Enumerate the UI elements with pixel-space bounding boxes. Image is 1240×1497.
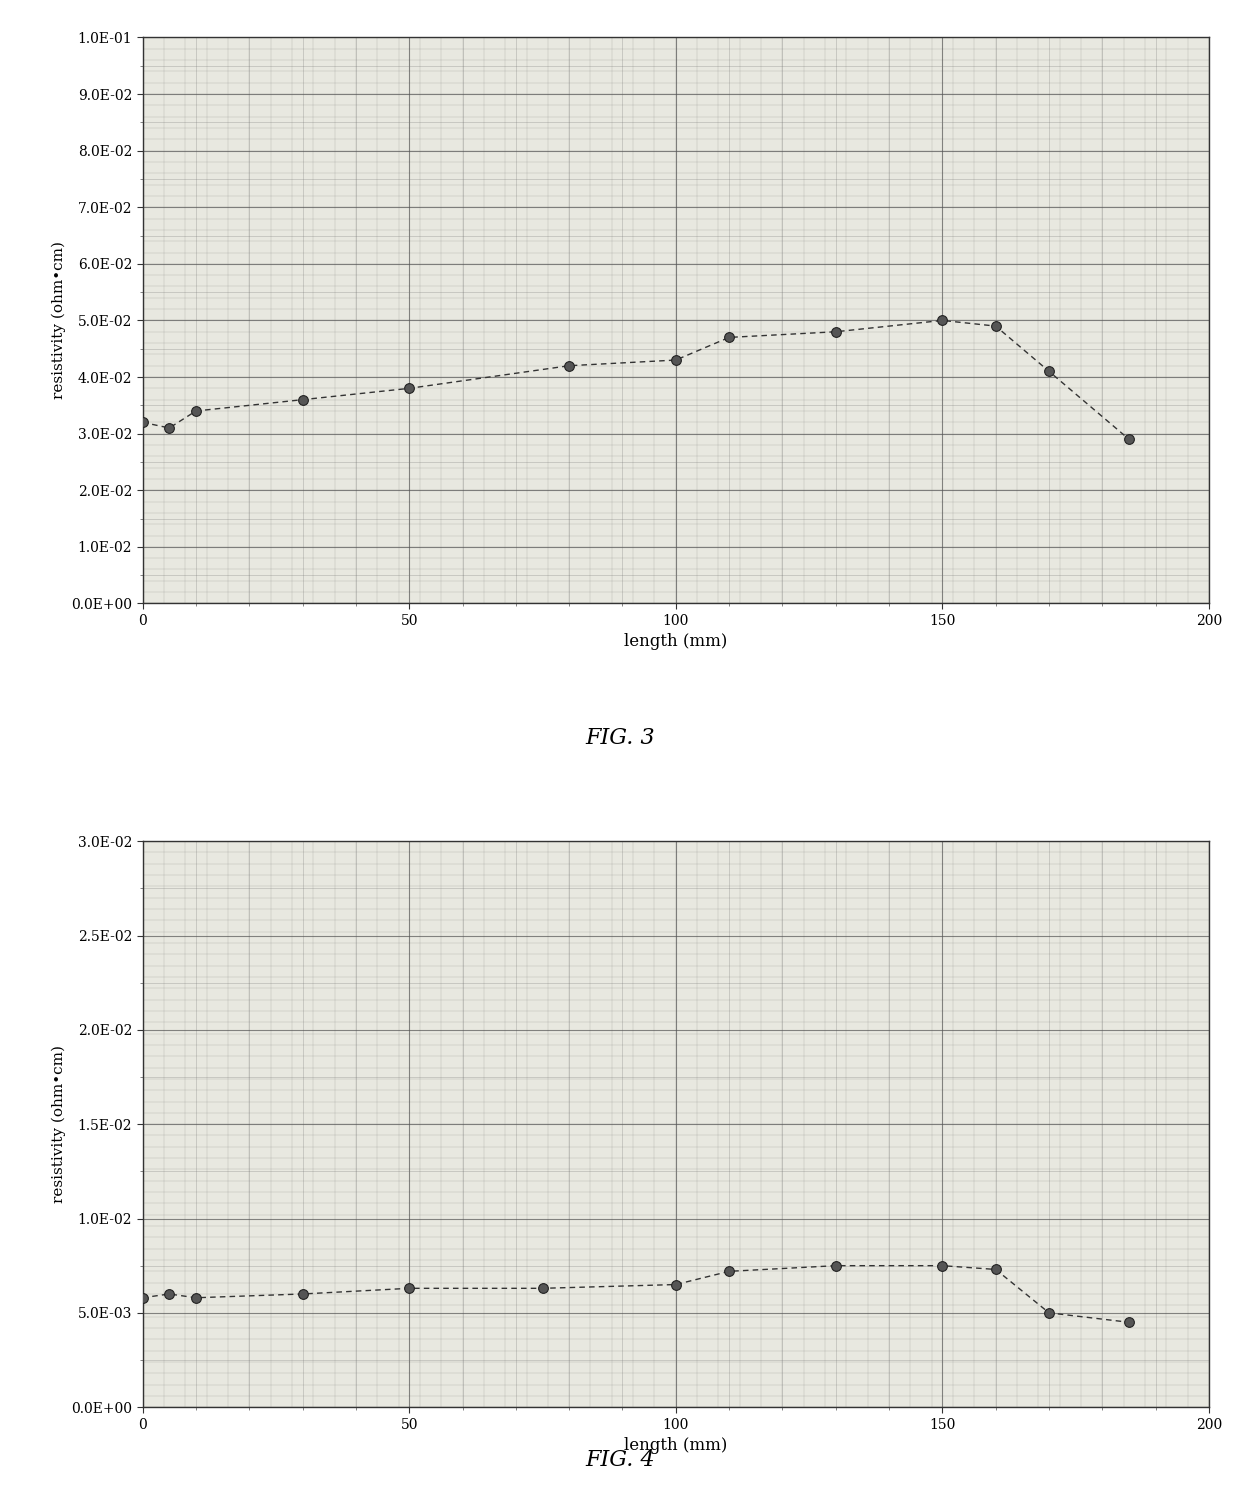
Point <box>986 1257 1006 1281</box>
Point <box>186 400 206 424</box>
Point <box>159 1281 179 1305</box>
Point <box>133 410 153 434</box>
Point <box>293 1281 312 1305</box>
Point <box>1039 1301 1059 1325</box>
Point <box>133 1286 153 1310</box>
Point <box>719 325 739 349</box>
Text: FIG. 3: FIG. 3 <box>585 728 655 748</box>
Y-axis label: resistivity (ohm•cm): resistivity (ohm•cm) <box>51 1045 66 1204</box>
Point <box>559 353 579 377</box>
Point <box>399 1277 419 1301</box>
Point <box>1120 427 1140 451</box>
Point <box>159 416 179 440</box>
Point <box>1120 1310 1140 1334</box>
Point <box>1039 359 1059 383</box>
Point <box>293 388 312 412</box>
Point <box>399 376 419 400</box>
Point <box>533 1277 553 1301</box>
Point <box>666 1272 686 1296</box>
Point <box>932 1253 952 1277</box>
Point <box>826 1253 846 1277</box>
Y-axis label: resistivity (ohm•cm): resistivity (ohm•cm) <box>51 241 66 400</box>
Point <box>826 320 846 344</box>
X-axis label: length (mm): length (mm) <box>624 1437 728 1454</box>
Point <box>932 308 952 332</box>
Point <box>186 1286 206 1310</box>
X-axis label: length (mm): length (mm) <box>624 633 728 650</box>
Text: FIG. 4: FIG. 4 <box>585 1449 655 1470</box>
Point <box>986 314 1006 338</box>
Point <box>666 349 686 373</box>
Point <box>719 1259 739 1283</box>
